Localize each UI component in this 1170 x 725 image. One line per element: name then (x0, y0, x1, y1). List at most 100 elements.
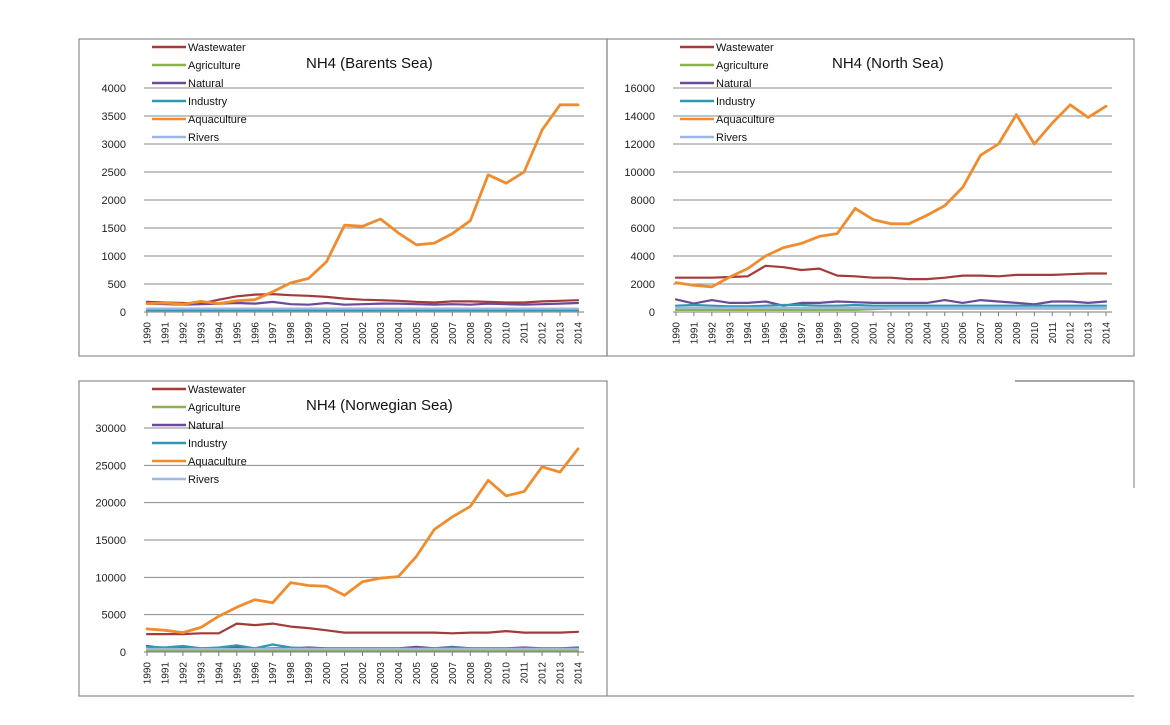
x-tick-label: 1993 (196, 662, 207, 685)
chart-title: NH4 (Norwegian Sea) (306, 397, 453, 414)
legend-label: Industry (188, 438, 228, 450)
x-tick-label: 1990 (143, 662, 154, 685)
x-tick-label: 2007 (448, 322, 459, 345)
legend-label: Rivers (716, 132, 748, 144)
x-tick-label: 2005 (940, 322, 951, 345)
legend: Wastewater Agriculture Natural Industry Aqua… (152, 384, 247, 486)
y-tick-label: 20000 (95, 498, 126, 510)
y-tick-label: 0 (120, 307, 126, 319)
y-tick-label: 16000 (624, 83, 655, 95)
y-tick-label: 2000 (631, 279, 655, 291)
x-tick-label: 2010 (502, 322, 513, 345)
x-tick-label: 2014 (1102, 322, 1113, 345)
series-line-aquaculture (145, 447, 580, 634)
x-tick-label: 2001 (340, 322, 351, 345)
y-tick-label: 4000 (102, 83, 126, 95)
panel-frame-top-right (606, 38, 1135, 357)
y-tick-label: 14000 (624, 111, 655, 123)
x-tick-label: 2006 (430, 322, 441, 345)
y-tick-label: 30000 (95, 423, 126, 435)
series-line-aquaculture (674, 103, 1108, 289)
x-tick-label: 2002 (358, 662, 369, 685)
x-tick-label: 2003 (376, 662, 387, 685)
x-tick-label: 1996 (779, 322, 790, 345)
y-tick-label: 8000 (631, 195, 655, 207)
y-tick-label: 5000 (102, 610, 126, 622)
x-tick-label: 2005 (412, 322, 423, 345)
y-tick-label: 15000 (95, 535, 126, 547)
y-tick-label: 12000 (624, 139, 655, 151)
series-line-wastewater (674, 264, 1108, 281)
series-line-wastewater (145, 293, 580, 305)
x-tick-label: 2011 (520, 322, 531, 344)
x-tick-label: 2012 (538, 662, 549, 685)
series-line-wastewater (145, 622, 580, 636)
x-tick-label: 2001 (340, 662, 351, 685)
chart-norwegian-sea: 0 5000 10000 15000 20000 25000 30000 1990 1991 19… (95, 384, 584, 684)
legend-label: Wastewater (716, 42, 774, 54)
x-tick-label: 2006 (958, 322, 969, 345)
chart-title: NH4 (Barents Sea) (306, 55, 433, 72)
x-tick-label: 1994 (743, 322, 754, 345)
legend-label: Agriculture (188, 60, 241, 72)
x-tick-label: 2008 (994, 322, 1005, 345)
legend-label: Natural (716, 78, 751, 90)
x-tick-label: 2011 (1048, 322, 1059, 344)
x-tick-label: 1998 (286, 662, 297, 685)
x-tick-label: 1990 (672, 322, 683, 345)
x-tick-label: 2014 (574, 322, 585, 345)
x-tick-label: 1996 (250, 662, 261, 685)
x-tick-label: 1992 (178, 662, 189, 685)
legend-label: Rivers (188, 474, 220, 486)
x-tick-label: 2004 (394, 662, 405, 685)
series-line-industry (674, 303, 1108, 308)
x-tick-label: 2002 (887, 322, 898, 345)
x-tick-label: 1995 (761, 322, 772, 345)
y-tick-label: 25000 (95, 460, 126, 472)
x-tick-label: 1999 (304, 322, 315, 345)
x-tick-label: 2013 (556, 662, 567, 685)
y-tick-label: 3000 (102, 139, 126, 151)
x-tick-label: 1991 (160, 322, 171, 345)
x-tick-label: 2009 (1012, 322, 1023, 345)
x-tick-label: 2001 (869, 322, 880, 345)
x-tick-label: 2013 (556, 322, 567, 345)
x-tick-label: 1995 (232, 662, 243, 685)
y-tick-label: 0 (649, 307, 655, 319)
legend-label: Industry (716, 96, 756, 108)
x-tick-label: 1997 (797, 322, 808, 345)
x-tick-label: 2010 (502, 662, 513, 685)
x-tick-label: 2012 (1066, 322, 1077, 345)
x-tick-label: 1991 (689, 322, 700, 345)
x-tick-label: 2008 (466, 662, 477, 685)
x-tick-label: 1999 (304, 662, 315, 685)
y-tick-label: 3500 (102, 111, 126, 123)
x-tick-label: 2002 (358, 322, 369, 345)
x-tick-label: 1990 (143, 322, 154, 345)
series-line-industry (145, 643, 580, 650)
x-tick-label: 2009 (484, 662, 495, 685)
y-tick-label: 500 (108, 279, 126, 291)
x-tick-label: 2010 (1030, 322, 1041, 345)
legend-label: Natural (188, 420, 223, 432)
x-tick-label: 1991 (160, 662, 171, 685)
series-line-natural (674, 298, 1108, 307)
x-tick-label: 2003 (376, 322, 387, 345)
y-tick-label: 6000 (631, 223, 655, 235)
x-tick-label: 1995 (232, 322, 243, 345)
x-tick-label: 2012 (538, 322, 549, 345)
x-tick-label: 1993 (725, 322, 736, 345)
x-tick-label: 1992 (707, 322, 718, 345)
x-tick-label: 2006 (430, 662, 441, 685)
legend-label: Agriculture (716, 60, 769, 72)
legend-label: Natural (188, 78, 223, 90)
x-tick-label: 2014 (574, 662, 585, 685)
chart-barents-sea: 0 500 1000 1500 2000 2500 3000 3500 4000 1990 1991… (102, 42, 585, 344)
legend-label: Wastewater (188, 384, 246, 396)
x-tick-label: 1994 (214, 322, 225, 345)
x-tick-label: 2013 (1084, 322, 1095, 345)
x-tick-label: 2007 (976, 322, 987, 345)
x-tick-label: 2000 (322, 662, 333, 685)
x-tick-label: 2004 (922, 322, 933, 345)
